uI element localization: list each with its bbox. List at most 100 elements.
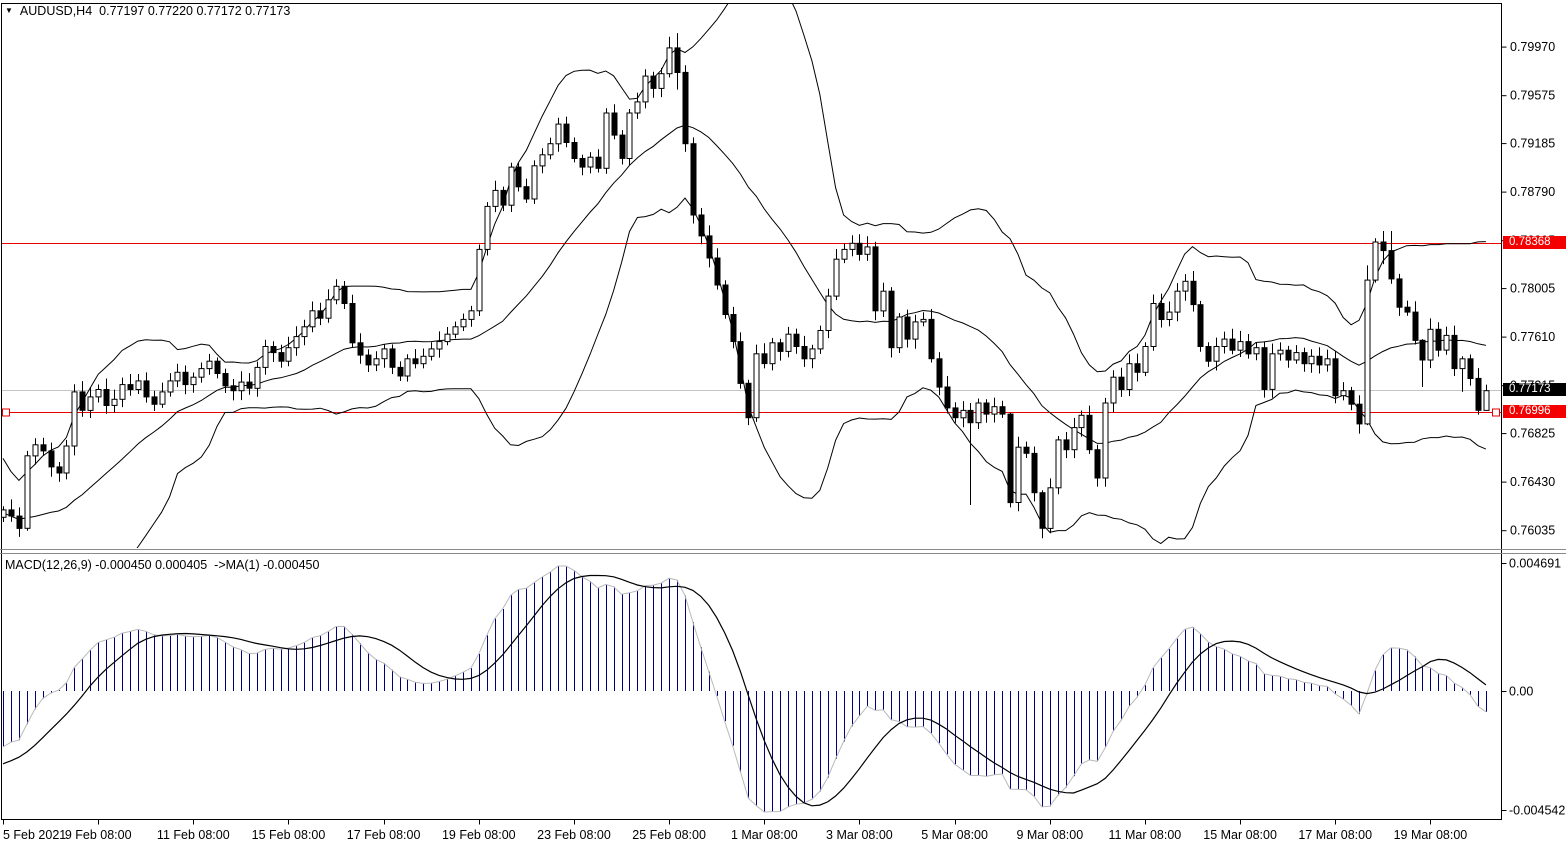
candle-body — [174, 371, 181, 382]
time-tick-label: 5 Feb 2021 — [3, 828, 66, 842]
candle-body — [1110, 376, 1117, 404]
macd-pane — [2, 565, 1487, 813]
candle-body — [1419, 339, 1426, 361]
price-tick-label: 0.76825 — [1510, 427, 1555, 441]
candle-body — [63, 445, 70, 474]
candle-body — [16, 515, 23, 529]
candle-body — [1086, 414, 1093, 451]
price-badge-resistance: 0.78368 — [1503, 236, 1566, 249]
candle-body — [1269, 353, 1276, 390]
candle-body — [246, 381, 253, 389]
candle-body — [1229, 338, 1236, 351]
candle-body — [1412, 311, 1419, 341]
candle-body — [849, 242, 856, 250]
time-tick-label: 19 Feb 08:00 — [442, 828, 516, 842]
macd-tick-label: 0.00 — [1509, 685, 1533, 699]
candle-body — [1467, 358, 1474, 379]
candle-body — [492, 189, 499, 207]
candle-body — [476, 248, 483, 312]
candle-body — [595, 156, 602, 169]
candle-body — [404, 358, 411, 377]
price-tick-label: 0.78790 — [1510, 185, 1555, 199]
candle-body — [1213, 346, 1220, 362]
candle-body — [24, 455, 31, 529]
candle-body — [936, 358, 943, 388]
bb-lower-band — [136, 197, 1487, 548]
macd-signal-line — [2, 574, 1487, 807]
candle-body — [991, 406, 998, 415]
hline-right-handle[interactable] — [1492, 408, 1500, 417]
candle-body — [412, 358, 419, 365]
candle-body — [587, 156, 594, 168]
candle-body — [912, 321, 919, 340]
candle-body — [1094, 449, 1101, 479]
candle-body — [151, 396, 158, 405]
candle-body — [1197, 304, 1204, 348]
candle-body — [1435, 328, 1442, 351]
time-tick-label: 17 Mar 08:00 — [1298, 828, 1372, 842]
candle-body — [753, 353, 760, 419]
candle-body — [1015, 446, 1022, 504]
candle-body — [373, 358, 380, 366]
candle-body — [278, 352, 285, 362]
candle-body — [87, 396, 94, 411]
candle-body — [1483, 390, 1490, 411]
candle-body — [103, 389, 110, 406]
candle-body — [119, 384, 126, 400]
candle-body — [230, 385, 237, 392]
price-axis[interactable]: 0.799700.795750.791850.787900.783950.780… — [1501, 40, 1566, 818]
candle-body — [801, 346, 808, 360]
candle-body — [722, 284, 729, 315]
candle-body — [222, 373, 229, 387]
candle-body — [182, 371, 189, 386]
candle-body — [690, 143, 697, 216]
candle-body — [1221, 338, 1228, 348]
candle-body — [1451, 334, 1458, 370]
candle-body — [1023, 446, 1030, 454]
candle-body — [325, 299, 332, 319]
candle-body — [1078, 414, 1085, 429]
chart-frame — [0, 3, 1566, 820]
macd-line — [2, 565, 1487, 813]
candle-body — [1348, 390, 1355, 405]
candle-body — [1039, 492, 1046, 529]
candle-body — [1174, 290, 1181, 313]
candle-body — [983, 402, 990, 415]
candle-body — [975, 402, 982, 424]
candle-body — [95, 389, 102, 398]
price-tick-label: 0.76035 — [1510, 524, 1555, 538]
candle-body — [1308, 355, 1315, 365]
candle-body — [341, 285, 348, 304]
time-tick-label: 15 Feb 08:00 — [252, 828, 326, 842]
price-badge-current: 0.77173 — [1503, 383, 1566, 396]
time-tick-label: 9 Mar 08:00 — [1016, 828, 1083, 842]
candle-body — [111, 398, 118, 406]
candle-body — [714, 257, 721, 286]
candle-body — [1134, 363, 1141, 373]
candle-body — [1372, 241, 1379, 281]
hline-left-handle[interactable] — [2, 408, 10, 417]
horizontal-line-objects[interactable] — [2, 243, 1502, 417]
candle-body — [785, 333, 792, 352]
candle-body — [761, 353, 768, 365]
candle-body — [619, 134, 626, 159]
candle-body — [428, 348, 435, 357]
candle-body — [143, 380, 150, 398]
candle-body — [317, 310, 324, 319]
candle-body — [2, 509, 7, 518]
bb-middle-band — [2, 124, 1486, 520]
candle-body — [809, 348, 816, 360]
candle-body — [1332, 358, 1339, 397]
candle-body — [389, 348, 396, 368]
candle-body — [1388, 250, 1395, 280]
price-tick-label: 0.79185 — [1510, 137, 1555, 151]
candle-body — [1285, 349, 1292, 361]
candle-body — [896, 316, 903, 349]
candle-body — [666, 47, 673, 75]
candle-body — [254, 366, 261, 389]
candle-body — [198, 368, 205, 378]
candle-body — [1293, 352, 1300, 361]
